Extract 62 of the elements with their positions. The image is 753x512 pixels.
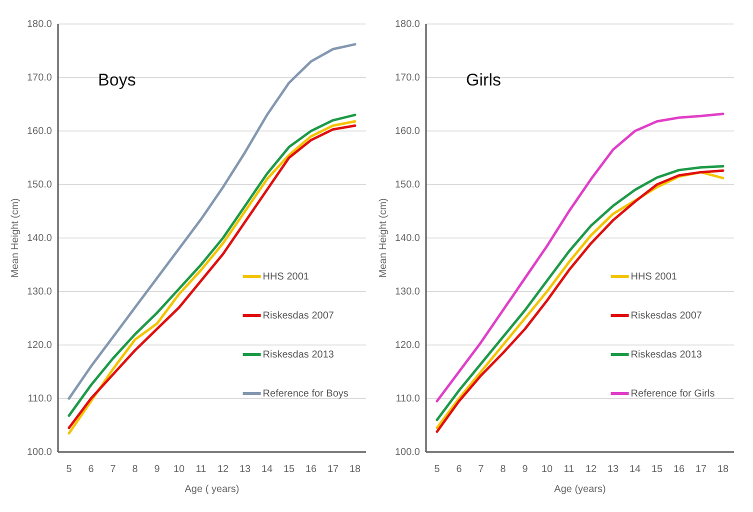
x-tick-label: 8	[132, 464, 138, 475]
x-tick-label: 18	[349, 464, 361, 475]
x-axis-title: Age ( years)	[184, 484, 240, 495]
legend-label: Riskesdas 2013	[262, 350, 334, 361]
x-tick-label: 13	[239, 464, 251, 475]
y-tick-label: 100.0	[394, 447, 420, 458]
legend-label: Riskesdas 2007	[262, 310, 334, 322]
y-tick-label: 100.0	[26, 447, 52, 458]
legend-label: HHS 2001	[262, 272, 310, 283]
x-tick-label: 11	[196, 464, 207, 475]
line-series	[68, 43, 356, 400]
x-tick-label: 7	[110, 464, 116, 475]
x-tick-label: 5	[434, 464, 440, 475]
y-tick-label: 150.0	[26, 180, 52, 191]
line-series	[436, 112, 724, 402]
x-tick-label: 13	[607, 464, 619, 475]
x-tick-label: 12	[217, 464, 229, 475]
x-tick-label: 9	[154, 464, 160, 475]
x-tick-label: 17	[695, 464, 707, 475]
y-tick-label: 110.0	[28, 394, 52, 405]
legend-label: Reference for Girls	[630, 388, 715, 400]
x-tick-label: 12	[585, 464, 597, 475]
x-tick-label: 14	[261, 464, 273, 475]
y-tick-label: 160.0	[394, 126, 420, 138]
x-tick-label: 5	[66, 464, 72, 475]
x-tick-label: 16	[305, 464, 317, 475]
y-tick-label: 130.0	[26, 286, 52, 298]
x-tick-label: 9	[522, 464, 528, 475]
x-tick-label: 16	[673, 464, 685, 475]
legend-label: Reference for Boys	[262, 388, 348, 400]
text: Girls	[466, 70, 501, 90]
x-axis-title: Age (years)	[554, 484, 606, 495]
y-tick-label: 150.0	[394, 180, 420, 191]
x-tick-label: 18	[717, 464, 729, 475]
x-tick-label: 10	[173, 464, 185, 475]
x-tick-label: 11	[564, 464, 575, 475]
y-tick-label: 140.0	[394, 233, 420, 244]
legend-label: Riskesdas 2007	[630, 310, 702, 322]
legend-label: HHS 2001	[630, 272, 678, 283]
x-tick-label: 7	[478, 464, 484, 475]
y-axis-title: Mean Height (cm)	[378, 198, 389, 278]
x-tick-label: 6	[456, 464, 462, 475]
x-tick-label: 6	[88, 464, 94, 475]
y-tick-label: 120.0	[394, 340, 420, 352]
text: Boys	[98, 70, 136, 90]
x-tick-label: 15	[651, 464, 663, 475]
y-tick-label: 170.0	[394, 72, 420, 84]
y-tick-label: 120.0	[26, 340, 52, 352]
x-tick-label: 14	[629, 464, 641, 475]
legend-label: Riskesdas 2013	[630, 350, 702, 361]
y-tick-label: 160.0	[26, 126, 52, 138]
x-tick-label: 8	[500, 464, 506, 475]
x-tick-label: 10	[541, 464, 553, 475]
y-tick-label: 110.0	[396, 394, 420, 405]
y-tick-label: 180.0	[26, 19, 52, 30]
x-tick-label: 17	[327, 464, 339, 475]
y-tick-label: 130.0	[394, 286, 420, 298]
y-tick-label: 180.0	[394, 19, 420, 30]
y-tick-label: 140.0	[26, 233, 52, 244]
y-axis-title: Mean Height (cm)	[10, 198, 21, 278]
x-tick-label: 15	[283, 464, 295, 475]
y-tick-label: 170.0	[26, 72, 52, 84]
